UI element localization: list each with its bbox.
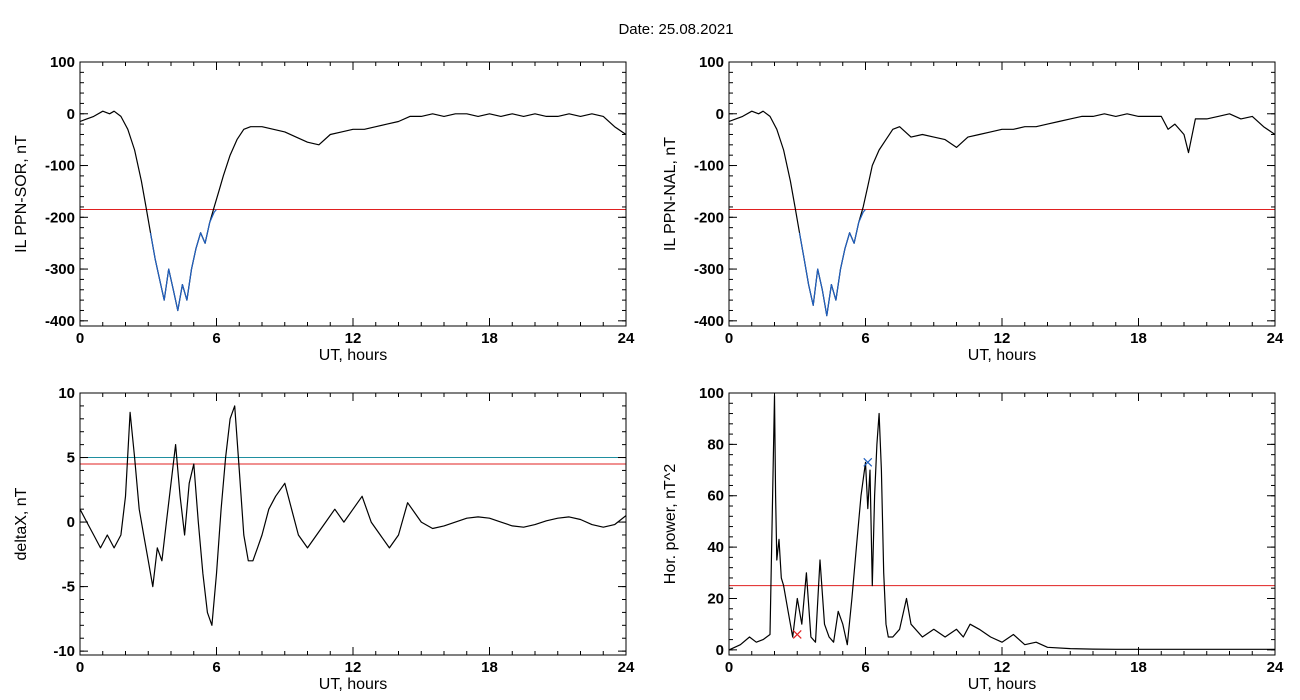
plot-frame [728, 61, 1276, 327]
x-tick-label: 24 [618, 659, 635, 676]
x-tick-label: 18 [481, 659, 498, 676]
y-tick-label: -100 [694, 158, 724, 175]
x-tick-label: 12 [994, 330, 1011, 347]
x-axis-label: UT, hours [319, 676, 387, 693]
y-axis-label: Hor. power, nT^2 [662, 464, 679, 585]
y-tick-label: 80 [707, 436, 724, 453]
y-axis-label: IL PPN-NAL, nT [662, 137, 679, 251]
y-tick-label: -100 [45, 158, 75, 175]
x-marker [792, 630, 802, 639]
x-tick-label: 6 [861, 659, 869, 676]
y-tick-label: -200 [45, 209, 75, 226]
y-tick-label: 100 [699, 385, 724, 402]
x-tick-label: 0 [76, 330, 84, 347]
y-tick-label: -10 [53, 643, 75, 660]
x-tick-label: 12 [345, 659, 362, 676]
x-tick-label: 0 [76, 659, 84, 676]
y-tick-label: 100 [699, 54, 724, 71]
x-axis-label: UT, hours [968, 347, 1036, 364]
x-tick-label: 12 [345, 330, 362, 347]
series-line [729, 395, 1275, 651]
y-tick-label: 10 [58, 385, 75, 402]
y-tick-label: 0 [67, 514, 75, 531]
series-line [80, 405, 626, 626]
y-tick-label: -200 [694, 209, 724, 226]
y-tick-label: 5 [67, 450, 75, 467]
y-axis-label: IL PPN-SOR, nT [13, 135, 30, 253]
panel-il-sor: 0 6 12 18 24 -400 -300 -200 -100 0 100 UT, hours IL … [13, 54, 635, 364]
y-tick-label: -400 [694, 313, 724, 330]
x-tick-label: 6 [861, 330, 869, 347]
y-tick-label: 0 [67, 106, 75, 123]
panel-il-nal: 0 6 12 18 24 -400 -300 -200 -100 0 100 UT, hours IL … [662, 54, 1284, 364]
y-tick-label: -400 [45, 313, 75, 330]
y-tick-label: 0 [716, 642, 724, 659]
x-tick-label: 24 [618, 330, 635, 347]
plot-frame [79, 392, 627, 656]
x-marker [863, 457, 873, 467]
y-tick-label: -300 [694, 261, 724, 278]
highlight-segment-line [149, 209, 217, 312]
figure-title: Date: 25.08.2021 [618, 21, 733, 38]
x-tick-label: 0 [725, 659, 733, 676]
series-line [729, 110, 1275, 317]
y-tick-label: -300 [45, 261, 75, 278]
panel-delta-x: 0 6 12 18 24 -10 -5 0 5 10 UT, hours deltaX, nT [13, 385, 635, 693]
x-tick-label: 6 [212, 659, 220, 676]
y-tick-label: 0 [716, 106, 724, 123]
y-tick-label: -5 [62, 579, 75, 596]
x-tick-label: 18 [1130, 330, 1147, 347]
highlight-segment-line [798, 209, 866, 317]
x-tick-label: 24 [1267, 659, 1284, 676]
y-tick-label: 40 [707, 539, 724, 556]
x-axis-label: UT, hours [319, 347, 387, 364]
plot-frame [728, 392, 1276, 656]
x-tick-label: 6 [212, 330, 220, 347]
y-tick-label: 20 [707, 590, 724, 607]
x-axis-label: UT, hours [968, 676, 1036, 693]
x-tick-label: 12 [994, 659, 1011, 676]
y-axis-label: deltaX, nT [13, 487, 30, 560]
series-line [80, 110, 626, 312]
x-tick-label: 24 [1267, 330, 1284, 347]
y-tick-label: 100 [50, 54, 75, 71]
x-tick-label: 18 [481, 330, 498, 347]
x-tick-label: 0 [725, 330, 733, 347]
panel-hor-power: 0 6 12 18 24 0 20 40 60 80 100 UT, hours Hor. power,… [662, 385, 1284, 693]
y-tick-label: 60 [707, 488, 724, 505]
plot-frame [79, 61, 627, 327]
x-tick-label: 18 [1130, 659, 1147, 676]
